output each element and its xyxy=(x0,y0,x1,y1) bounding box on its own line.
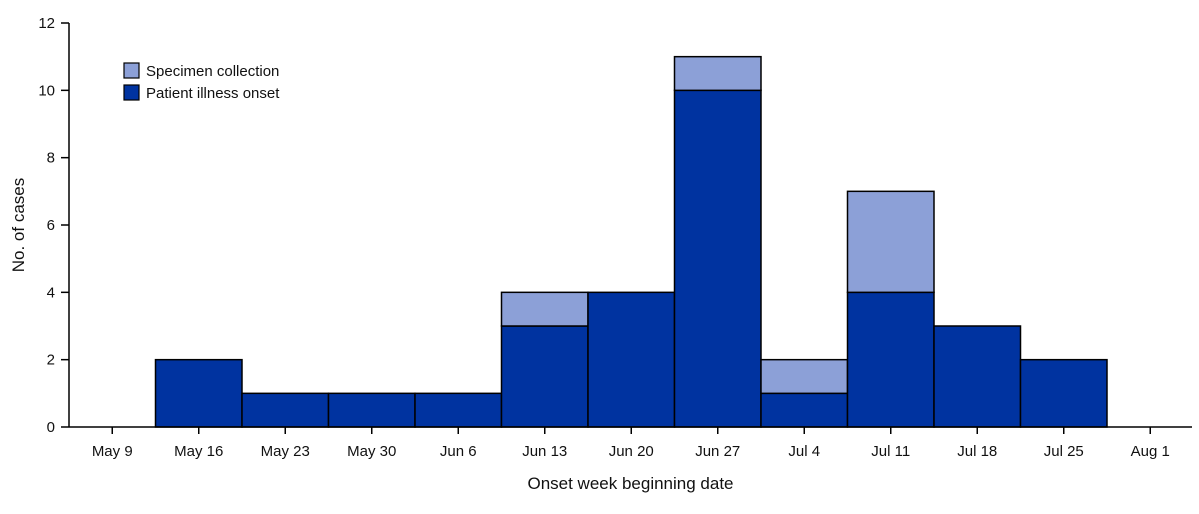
x-tick-label: Aug 1 xyxy=(1131,443,1170,460)
legend-label-specimen-collection: Specimen collection xyxy=(146,63,279,80)
bar-specimen-collection-jul-4 xyxy=(760,358,849,395)
legend-label-patient-illness-onset: Patient illness onset xyxy=(146,85,280,102)
bar-specimen-collection-jul-11 xyxy=(846,190,935,294)
y-tick-label: 12 xyxy=(38,15,55,32)
y-axis-ticks: 0 2 4 6 8 10 12 xyxy=(38,15,69,436)
x-tick-label: Jul 18 xyxy=(957,443,997,460)
bar-illness-onset-jul-4 xyxy=(760,392,849,428)
x-tick-label: Jul 11 xyxy=(871,443,910,460)
y-tick-label: 6 xyxy=(47,217,55,234)
y-tick-label: 10 xyxy=(38,82,55,99)
x-tick-label: Jun 20 xyxy=(609,443,654,460)
x-tick-label: May 16 xyxy=(174,443,223,460)
y-tick-label: 0 xyxy=(47,419,55,436)
y-axis-title: No. of cases xyxy=(9,178,28,273)
bars-layer xyxy=(154,55,1108,428)
bar-illness-onset-jul-18 xyxy=(933,325,1022,428)
bar-specimen-collection-jun-13 xyxy=(500,291,589,327)
bar-illness-onset-jun-27 xyxy=(673,89,762,428)
y-tick-label: 4 xyxy=(47,284,55,301)
legend: Specimen collection Patient illness onset xyxy=(123,62,280,102)
x-tick-label: Jun 13 xyxy=(522,443,567,460)
x-tick-label: Jun 6 xyxy=(440,443,477,460)
legend-swatch-specimen-collection xyxy=(123,62,140,79)
bar-illness-onset-jun-13 xyxy=(500,325,589,428)
x-tick-label: May 30 xyxy=(347,443,396,460)
x-tick-label: May 9 xyxy=(92,443,133,460)
bar-specimen-collection-jun-27 xyxy=(673,55,762,92)
bar-illness-onset-may-23 xyxy=(241,392,330,428)
x-tick-label: Jul 25 xyxy=(1044,443,1084,460)
bar-illness-onset-jul-25 xyxy=(1019,358,1108,428)
bar-illness-onset-jul-11 xyxy=(846,291,935,428)
y-tick-label: 8 xyxy=(47,150,55,167)
bar-illness-onset-may-30 xyxy=(327,392,416,428)
x-axis-ticks: May 9 May 16 May 23 May 30 Jun 6 Jun 13 Jun 20… xyxy=(92,427,1170,460)
y-tick-label: 2 xyxy=(47,352,55,369)
bar-illness-onset-jun-6 xyxy=(414,392,503,428)
x-axis-title: Onset week beginning date xyxy=(527,474,733,493)
bar-illness-onset-may-16 xyxy=(154,358,243,428)
legend-swatch-patient-illness-onset xyxy=(123,84,140,101)
x-tick-label: Jul 4 xyxy=(788,443,820,460)
bar-illness-onset-jun-20 xyxy=(587,291,676,428)
x-tick-label: Jun 27 xyxy=(695,443,740,460)
x-tick-label: May 23 xyxy=(261,443,310,460)
